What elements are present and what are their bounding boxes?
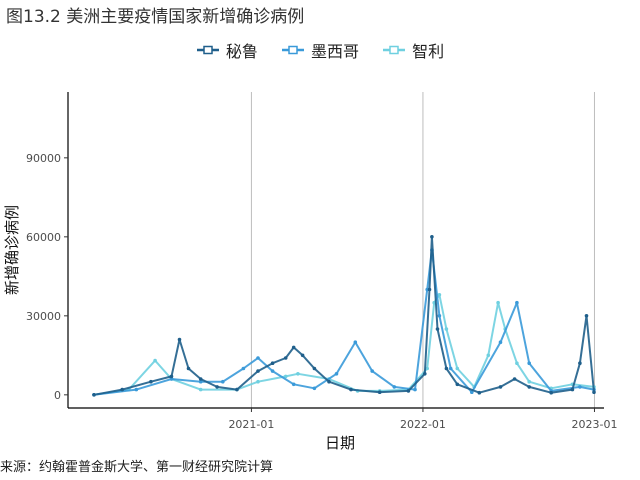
data-point-peru-29 [549, 390, 553, 395]
legend-label-chile: 智利 [412, 42, 445, 61]
data-point-peru-21 [430, 235, 434, 239]
data-point-peru-16 [349, 387, 353, 392]
series-line-peru [93, 235, 595, 396]
data-point-mexico-13 [392, 385, 397, 389]
legend-item-mexico: 墨西哥 [281, 38, 359, 62]
data-point-mexico-14 [413, 387, 417, 392]
data-point-chile-23 [527, 379, 531, 384]
data-point-peru-23 [444, 366, 449, 371]
data-point-mexico-7 [270, 369, 275, 373]
data-point-chile-2 [153, 358, 157, 363]
data-point-chile-7 [283, 374, 288, 379]
legend-key-mexico-icon [281, 45, 304, 55]
data-point-chile-15 [437, 293, 442, 297]
data-point-peru-4 [177, 337, 182, 342]
data-point-peru-19 [423, 372, 427, 376]
data-point-peru-17 [377, 390, 382, 395]
data-point-chile-22 [515, 361, 519, 366]
data-point-peru-7 [215, 385, 219, 389]
series-lines [92, 235, 596, 397]
data-point-mexico-1 [134, 387, 139, 392]
data-point-peru-25 [477, 390, 482, 395]
data-point-peru-33 [592, 390, 596, 395]
data-point-mexico-4 [221, 379, 225, 384]
data-point-chile-8 [296, 372, 300, 376]
data-point-mexico-3 [198, 379, 203, 384]
data-point-mexico-11 [353, 340, 358, 345]
data-point-mexico-8 [291, 382, 296, 387]
data-point-mexico-10 [334, 372, 339, 376]
data-point-chile-13 [425, 366, 430, 371]
axes [67, 92, 604, 409]
legend-key-chile-icon [383, 45, 406, 55]
data-point-peru-24 [455, 382, 460, 387]
y-tick-label-0: 0 [54, 389, 61, 402]
data-point-chile-16 [444, 327, 449, 331]
data-point-chile-4 [198, 387, 203, 392]
data-point-peru-20 [427, 287, 432, 292]
data-point-mexico-24 [578, 385, 582, 389]
x-ticks: 2021-01 2022-01 2023-01 [228, 408, 617, 431]
data-point-peru-14 [312, 366, 317, 371]
x-axis-title: 日期 [325, 434, 355, 452]
data-point-mexico-9 [312, 386, 317, 391]
data-point-mexico-17 [437, 314, 442, 318]
data-point-peru-31 [578, 361, 582, 366]
data-point-peru-28 [527, 385, 531, 389]
legend-item-chile: 智利 [382, 38, 444, 62]
data-point-mexico-19 [470, 390, 474, 395]
data-point-peru-27 [512, 377, 517, 381]
data-point-peru-13 [300, 353, 305, 358]
y-axis-title: 新增确诊病例 [3, 205, 21, 295]
data-point-peru-6 [198, 377, 203, 381]
x-tick-label-0: 2021-01 [228, 418, 274, 431]
y-tick-label-2: 60000 [26, 231, 61, 244]
data-point-peru-30 [570, 387, 575, 392]
data-point-peru-10 [270, 361, 275, 366]
series-line-mexico [93, 249, 595, 396]
data-point-peru-32 [584, 314, 589, 318]
y-tick-label-1: 30000 [26, 310, 61, 323]
data-point-peru-12 [291, 345, 296, 350]
data-point-peru-0 [92, 393, 96, 397]
data-point-mexico-6 [256, 356, 260, 360]
data-point-peru-2 [149, 379, 153, 384]
source-note: 来源：约翰霍普金斯大学、第一财经研究院计算 [0, 460, 274, 475]
data-point-peru-11 [283, 356, 288, 360]
data-point-peru-1 [120, 387, 124, 392]
data-point-peru-26 [498, 385, 503, 389]
legend: 秘鲁 墨西哥 智利 [0, 38, 640, 62]
y-tick-label-3: 90000 [26, 152, 61, 165]
chart-title: 图13.2 美洲主要疫情国家新增确诊病例 [6, 7, 305, 27]
data-point-peru-18 [406, 389, 411, 393]
legend-label-mexico: 墨西哥 [310, 42, 359, 61]
data-point-peru-9 [256, 369, 260, 373]
grid-lines [250, 92, 595, 408]
data-point-mexico-18 [448, 366, 453, 371]
data-point-peru-22 [435, 327, 440, 331]
data-point-mexico-21 [515, 300, 519, 305]
legend-item-peru: 秘鲁 [196, 38, 258, 62]
data-point-peru-3 [169, 374, 174, 379]
data-point-peru-15 [327, 379, 331, 384]
y-ticks: 0 30000 60000 90000 [26, 152, 68, 402]
x-tick-label-1: 2022-01 [400, 418, 446, 431]
data-point-mexico-5 [241, 366, 246, 371]
data-point-chile-20 [496, 300, 500, 305]
data-point-peru-5 [186, 366, 191, 371]
legend-key-peru-icon [196, 45, 219, 55]
data-point-mexico-2 [169, 377, 174, 381]
data-point-chile-6 [256, 379, 260, 384]
data-point-mexico-12 [370, 369, 375, 373]
data-point-peru-8 [235, 387, 239, 392]
legend-label-peru: 秘鲁 [225, 42, 258, 61]
data-point-chile-19 [486, 353, 491, 358]
data-point-mexico-22 [527, 361, 531, 366]
data-point-mexico-20 [498, 340, 503, 345]
x-tick-label-2: 2023-01 [571, 418, 617, 431]
data-point-chile-17 [455, 366, 460, 371]
